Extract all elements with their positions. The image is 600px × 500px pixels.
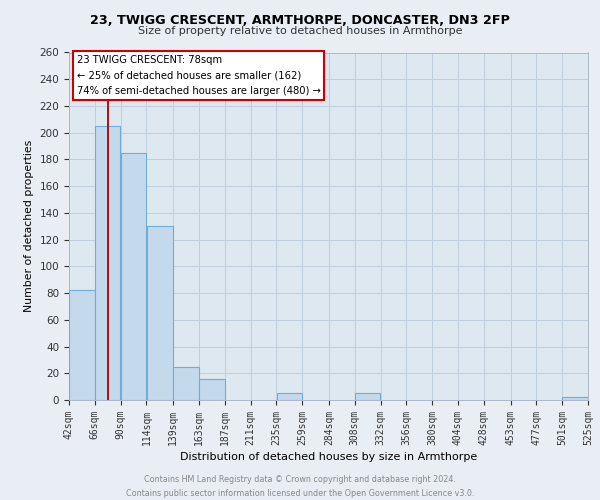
Bar bbox=[355, 394, 380, 400]
Text: 23 TWIGG CRESCENT: 78sqm
← 25% of detached houses are smaller (162)
74% of semi-: 23 TWIGG CRESCENT: 78sqm ← 25% of detach… bbox=[77, 55, 320, 96]
Text: Contains HM Land Registry data © Crown copyright and database right 2024.
Contai: Contains HM Land Registry data © Crown c… bbox=[126, 476, 474, 498]
Bar bbox=[562, 398, 588, 400]
Bar bbox=[277, 394, 302, 400]
Y-axis label: Number of detached properties: Number of detached properties bbox=[24, 140, 34, 312]
Bar bbox=[199, 378, 224, 400]
Text: 23, TWIGG CRESCENT, ARMTHORPE, DONCASTER, DN3 2FP: 23, TWIGG CRESCENT, ARMTHORPE, DONCASTER… bbox=[90, 14, 510, 27]
Bar bbox=[146, 226, 173, 400]
Bar bbox=[173, 366, 199, 400]
Bar bbox=[95, 126, 121, 400]
Bar bbox=[121, 152, 146, 400]
X-axis label: Distribution of detached houses by size in Armthorpe: Distribution of detached houses by size … bbox=[180, 452, 477, 462]
Text: Size of property relative to detached houses in Armthorpe: Size of property relative to detached ho… bbox=[138, 26, 462, 36]
Bar bbox=[69, 290, 95, 400]
